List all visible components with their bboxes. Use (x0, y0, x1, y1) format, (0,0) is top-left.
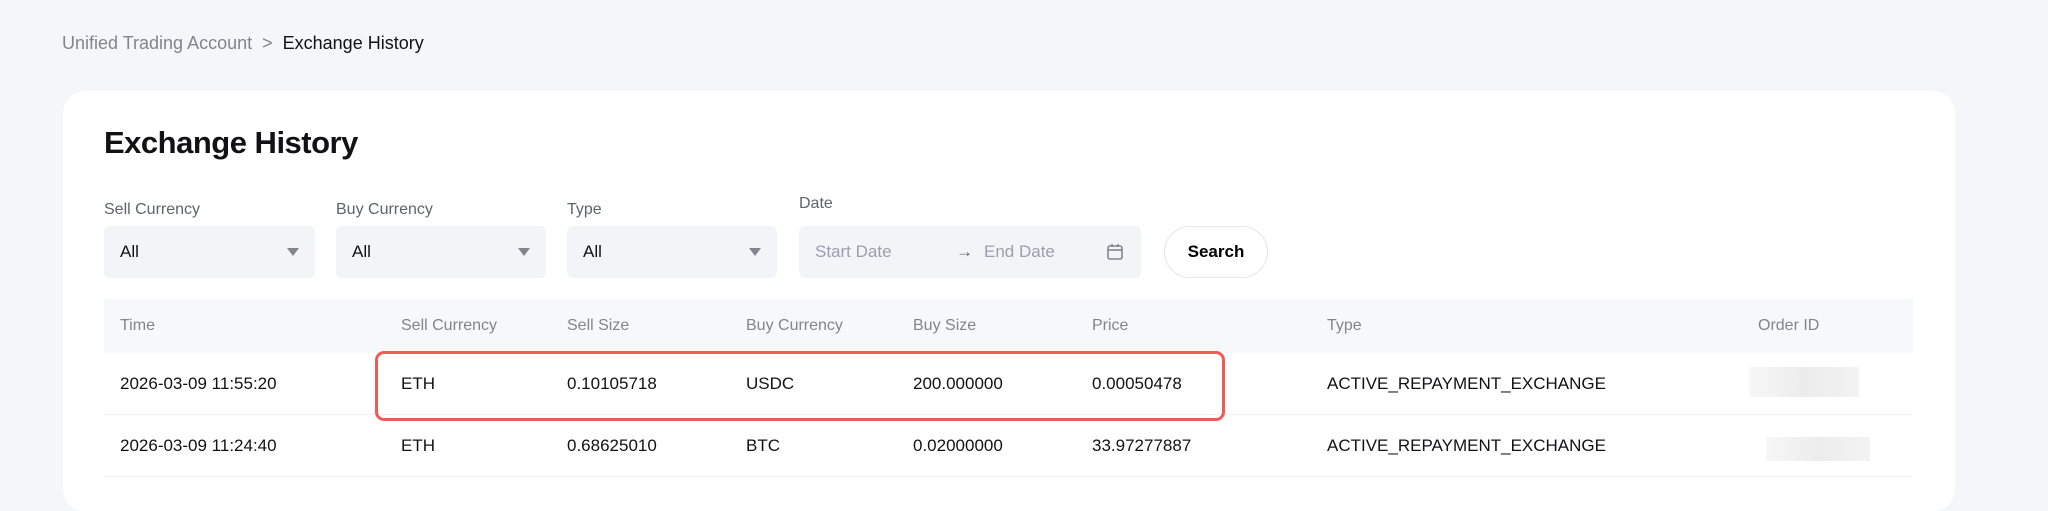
select-value: All (583, 242, 602, 261)
table-row: 2026-03-09 11:55:20 ETH 0.10105718 USDC 200.… (104, 353, 1913, 415)
table-cell: 200.000000 (913, 373, 1003, 393)
sell-currency-select[interactable]: All (104, 226, 315, 278)
column-header: Order ID (1758, 317, 1820, 334)
table-cell: 0.00050478 (1092, 373, 1182, 393)
start-date-input[interactable]: Start Date (815, 242, 892, 261)
caret-down-icon (287, 248, 299, 256)
table-cell: ACTIVE_REPAYMENT_EXCHANGE (1327, 373, 1606, 393)
table-cell: 0.68625010 (567, 435, 657, 455)
breadcrumb: Unified Trading Account > Exchange Histo… (62, 33, 424, 54)
caret-down-icon (749, 248, 761, 256)
date-label: Date (799, 195, 833, 212)
buy-currency-label: Buy Currency (336, 201, 433, 218)
table-cell: 0.10105718 (567, 373, 657, 393)
date-range-picker[interactable]: Start Date → End Date (799, 226, 1141, 278)
table-cell: ETH (401, 373, 435, 393)
table-header: Time Sell Currency Sell Size Buy Currency Bu… (104, 299, 1913, 353)
table-cell: 2026-03-09 11:55:20 (120, 373, 277, 393)
table-cell: 0.02000000 (913, 435, 1003, 455)
order-id-redacted (1766, 437, 1870, 461)
table-row: 2026-03-09 11:24:40 ETH 0.68625010 BTC 0.020… (104, 415, 1913, 477)
exchange-history-card: Exchange History Sell Currency All Buy C… (63, 91, 1955, 511)
table-cell: 2026-03-09 11:24:40 (120, 435, 277, 455)
caret-down-icon (518, 248, 530, 256)
order-id-redacted (1749, 367, 1859, 397)
column-header: Type (1327, 317, 1362, 334)
type-select[interactable]: All (567, 226, 777, 278)
highlight-box (375, 351, 1225, 421)
buy-currency-select[interactable]: All (336, 226, 546, 278)
page-title: Exchange History (104, 125, 358, 160)
search-button[interactable]: Search (1164, 226, 1268, 278)
arrow-right-icon: → (956, 242, 973, 261)
column-header: Buy Currency (746, 317, 843, 334)
breadcrumb-parent-link[interactable]: Unified Trading Account (62, 33, 253, 53)
select-value: All (120, 242, 139, 261)
column-header: Price (1092, 317, 1129, 334)
column-header: Time (120, 317, 155, 334)
select-value: All (352, 242, 371, 261)
calendar-icon[interactable] (1105, 242, 1125, 262)
table-cell: ACTIVE_REPAYMENT_EXCHANGE (1327, 435, 1606, 455)
column-header: Buy Size (913, 317, 977, 334)
sell-currency-label: Sell Currency (104, 201, 201, 218)
table-cell: ETH (401, 435, 435, 455)
table-cell: 33.97277887 (1092, 435, 1192, 455)
chevron-right-icon: > (262, 33, 273, 53)
type-label: Type (567, 201, 602, 218)
end-date-input[interactable]: End Date (984, 242, 1055, 261)
table-cell: USDC (746, 373, 795, 393)
table-cell: BTC (746, 435, 780, 455)
column-header: Sell Currency (401, 317, 498, 334)
breadcrumb-current: Exchange History (282, 33, 424, 53)
column-header: Sell Size (567, 317, 630, 334)
